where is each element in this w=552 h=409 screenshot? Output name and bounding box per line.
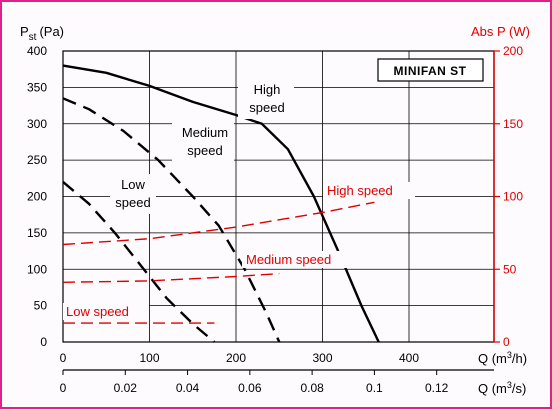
x2-tick-label: 0.1 [366,381,383,395]
y-tick-label-right: 150 [503,117,523,131]
series-group [62,64,380,343]
left-axis-ticks: 0 50 100 150 200 250 300 350 400 [27,44,47,349]
power-label-low-speed: Low speed [66,304,129,319]
x2-tick-label: 0.02 [114,381,138,395]
x-axis-title: Q (m3/h) [478,350,527,366]
power-line-high-speed [62,201,375,246]
power-label-bg-medium-speed [242,251,354,268]
y-tick-label-right: 200 [503,44,523,58]
pressure-label-bg-low-speed [110,174,156,214]
bottom-axis-ticks: 0 100 200 300 400 [60,351,420,365]
x-tick-label: 200 [226,351,246,365]
pressure-label-low-speed: Low [121,177,145,192]
pressure-line-high-speed [62,64,380,343]
power-label-medium-speed: Medium speed [246,252,331,267]
pressure-label-medium-speed: Medium [182,125,228,140]
y-tick-label-left: 250 [27,153,47,167]
pressure-label-medium-speed-line2: speed [187,143,222,158]
y-tick-label-right: 0 [503,335,510,349]
y-tick-label-left: 150 [27,226,47,240]
pressure-label-low-speed-line2: speed [115,195,150,210]
pressure-label-high-speed: High [254,82,281,97]
power-label-bg-low-speed [63,303,149,320]
y-tick-label-right: 50 [503,262,517,276]
pressure-label-bg-high-speed [238,79,294,119]
x2-tick-label: 0 [60,381,67,395]
y-tick-label-right: 100 [503,190,523,204]
pressure-line-medium-speed [62,97,281,343]
y-tick-label-left: 200 [27,190,47,204]
y-tick-label-left: 0 [40,335,47,349]
y-tick-label-left: 50 [34,299,48,313]
pressure-label-high-speed-line2: speed [249,100,284,115]
x2-tick-label: 0.06 [238,381,262,395]
right-axis-ticks: 0 50 100 150 200 [494,44,523,349]
right-axis-title: Abs P (W) [471,24,530,39]
x2-axis-title: Q (m3/s) [478,380,526,396]
x-tick-label: 0 [60,351,67,365]
pressure-label-bg-medium-speed [172,122,234,162]
y-tick-label-left: 100 [27,262,47,276]
model-box [377,58,484,82]
power-label-high-speed: High speed [327,183,393,198]
secondary-x-axis-ticks: 0 0.02 0.04 0.06 0.08 0.1 0.12 [60,370,449,395]
y-tick-label-left: 400 [27,44,47,58]
x-tick-label: 400 [399,351,419,365]
x2-tick-label: 0.04 [176,381,200,395]
series-labels: High speed Medium speed Low speed High speed Me… [63,79,415,320]
power-label-bg-high-speed [323,182,415,199]
pressure-line-low-speed [62,180,216,343]
x2-tick-label: 0.08 [300,381,324,395]
y-tick-label-left: 350 [27,80,47,94]
x-tick-label: 300 [312,351,332,365]
power-line-medium-speed [62,272,280,283]
x2-tick-label: 0.12 [425,381,449,395]
model-title: MINIFAN ST [394,64,467,78]
y-tick-label-left: 300 [27,117,47,131]
left-axis-title: Pst (Pa) [20,24,64,43]
x-tick-label: 100 [139,351,159,365]
